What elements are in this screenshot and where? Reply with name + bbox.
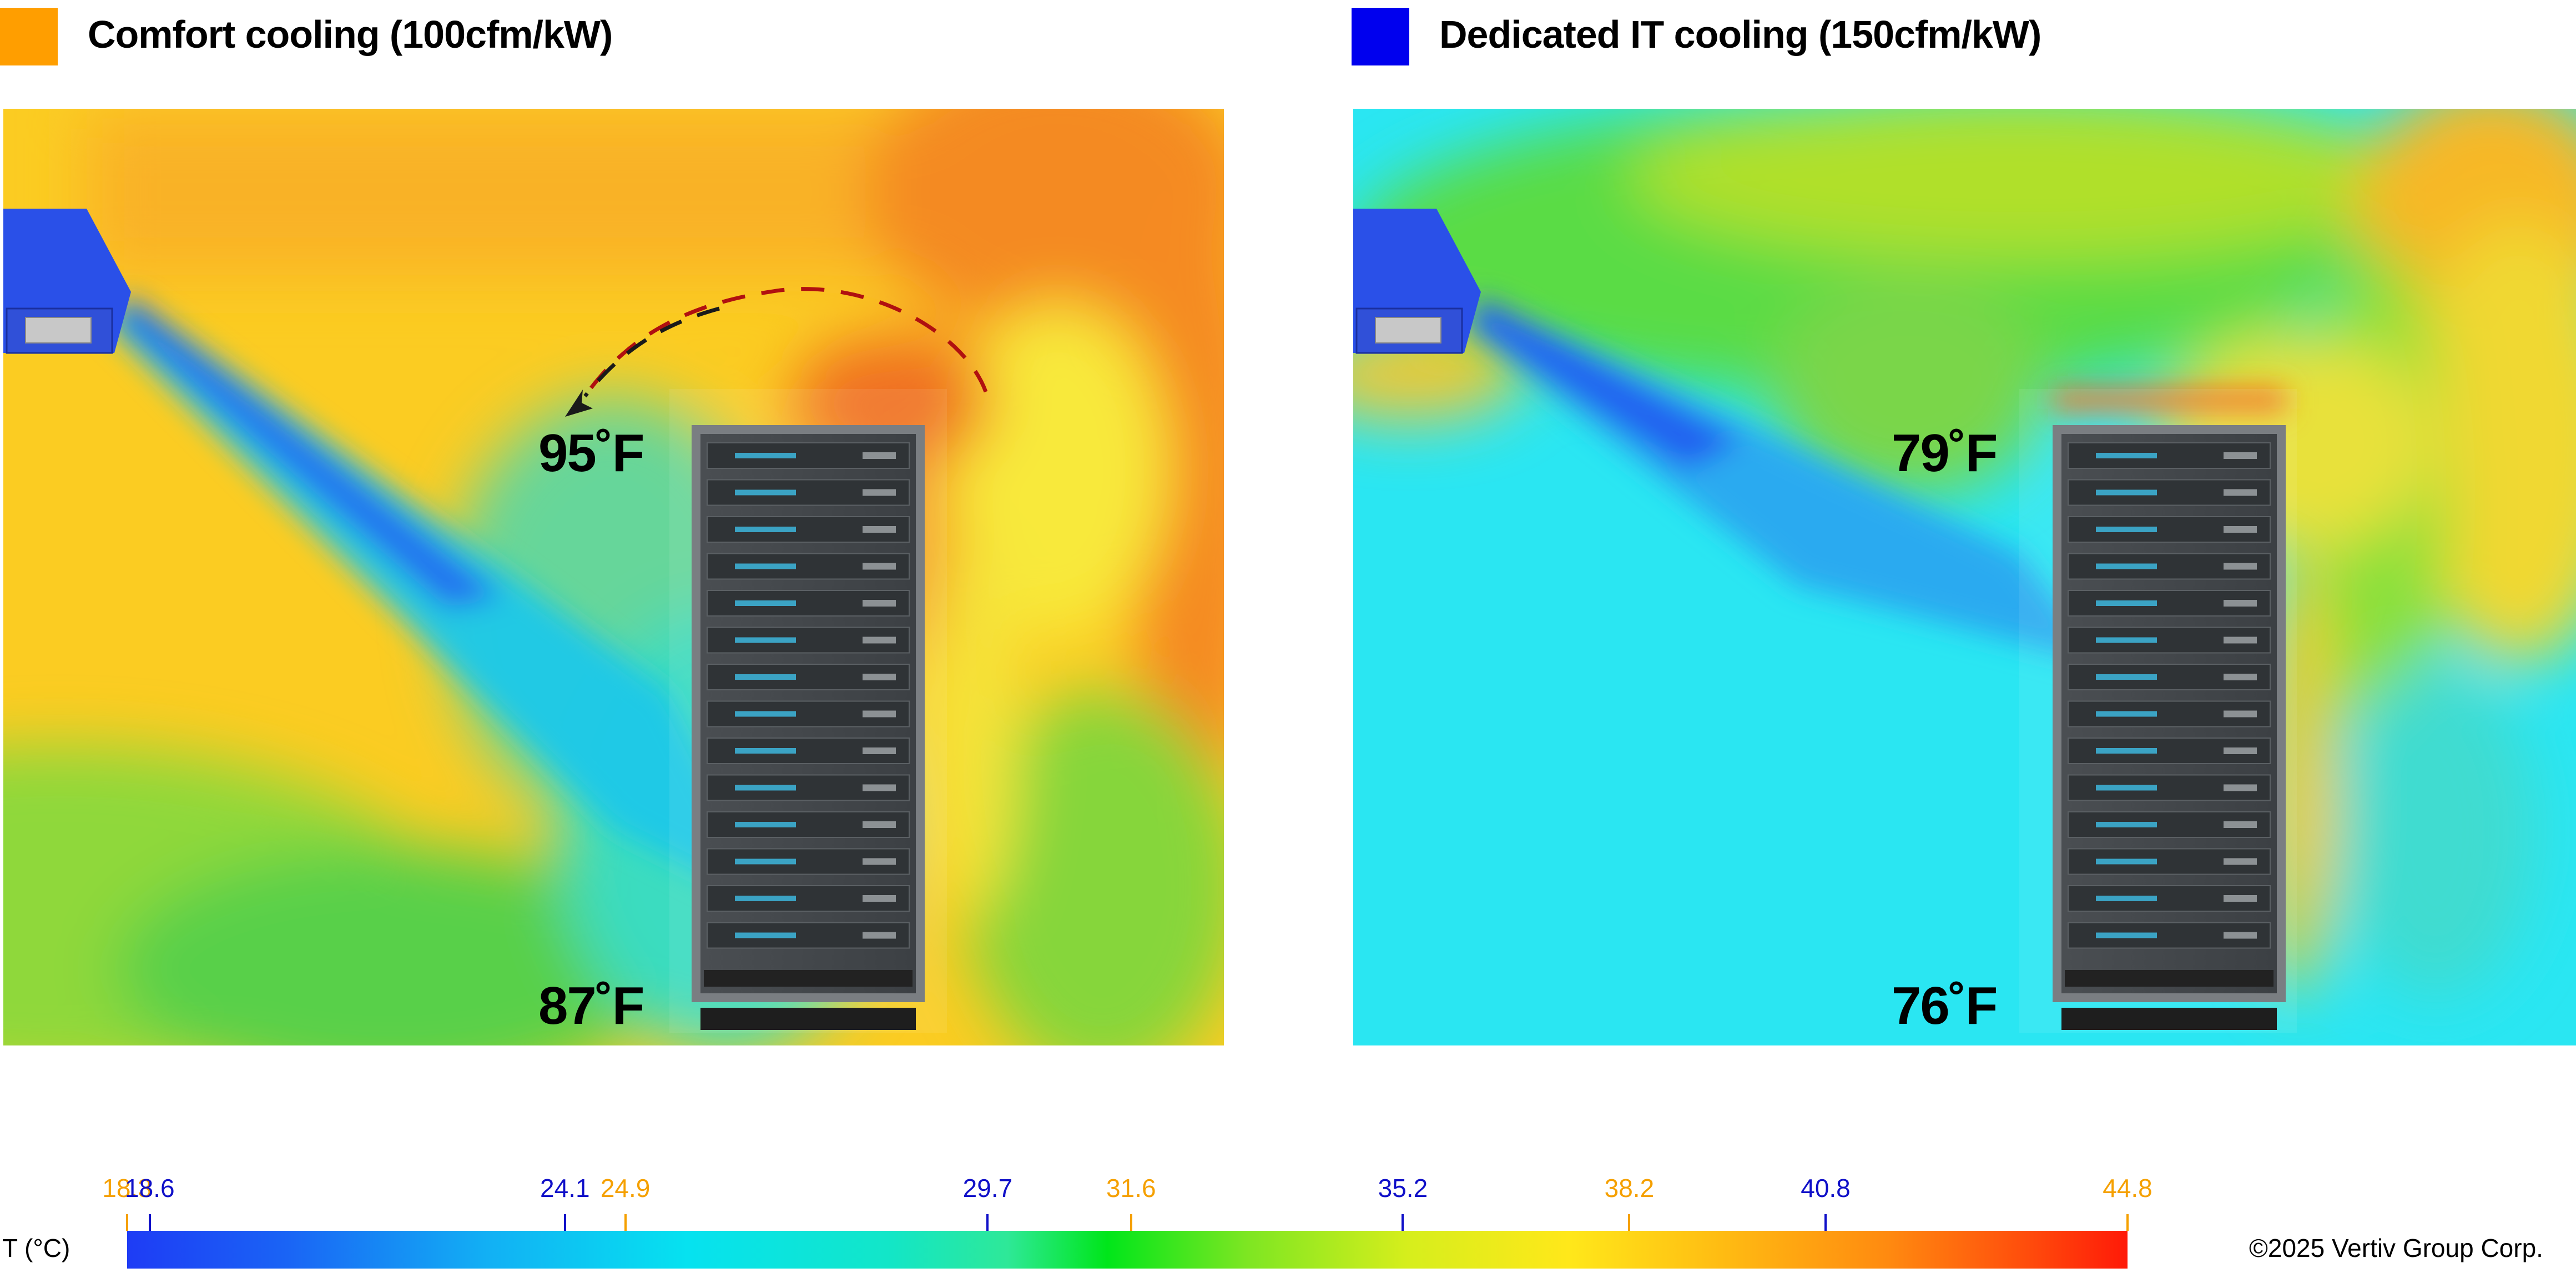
server-rack (2019, 389, 2297, 1033)
dedicated-it-cooling-title: Dedicated IT cooling (150cfm/kW) (1439, 13, 2041, 56)
colorbar-tick-mark (1824, 1214, 1827, 1231)
colorbar-tick-label: 24.9 (600, 1174, 651, 1203)
server-unit-vent (2224, 636, 2257, 644)
server-unit-indicator (2096, 748, 2157, 754)
comfort-cooling-swatch (0, 8, 58, 65)
colorbar-tick-mark (986, 1214, 989, 1231)
colorbar-tick-mark (624, 1214, 627, 1231)
server-unit-vent (2224, 821, 2257, 828)
colorbar-tick-label: 31.6 (1106, 1174, 1156, 1203)
server-unit-vent (863, 489, 896, 496)
server-unit-indicator (735, 896, 796, 901)
recirculation-arrow (565, 287, 988, 417)
dedicated-it-cooling-swatch (1352, 8, 1409, 65)
cooling-unit (3, 209, 131, 354)
server-unit-vent (2224, 600, 2257, 607)
server-unit-vent (2224, 784, 2257, 791)
server-unit-vent (2224, 674, 2257, 680)
server-unit-indicator (2096, 711, 2157, 717)
colorbar-tick-mark (1130, 1214, 1132, 1231)
server-unit-indicator (2096, 489, 2157, 496)
server-unit-vent (863, 452, 896, 459)
copyright-notice: ©2025 Vertiv Group Corp. (2249, 1234, 2543, 1262)
colorbar-tick-label: 24.1 (540, 1174, 590, 1203)
colorbar-tick-label: 35.2 (1378, 1174, 1428, 1203)
server-unit-vent (2224, 858, 2257, 865)
server-unit-indicator (735, 527, 796, 532)
server-unit-vent (863, 563, 896, 570)
server-unit-vent (863, 710, 896, 718)
server-unit-vent (2224, 526, 2257, 533)
cooling-unit (1353, 209, 1481, 354)
colorbar-tick-mark (2126, 1214, 2129, 1231)
dedicated-bottom-temp-label: 76˚F (1892, 976, 1998, 1035)
server-unit-vent (863, 858, 896, 865)
colorbar-tick-mark (563, 1214, 566, 1231)
colorbar-tick-label: 29.7 (962, 1174, 1013, 1203)
server-unit-indicator (2096, 785, 2157, 791)
server-unit-vent (2224, 710, 2257, 718)
server-unit-indicator (2096, 600, 2157, 606)
temperature-colorbar (127, 1231, 2128, 1269)
server-unit-indicator (735, 785, 796, 791)
server-unit-vent (863, 526, 896, 533)
server-unit-vent (2224, 489, 2257, 496)
server-unit-vent (2224, 452, 2257, 459)
colorbar-tick-label: 18.3 (102, 1174, 152, 1203)
server-unit-indicator (735, 711, 796, 717)
server-unit-vent (2224, 895, 2257, 902)
server-unit-vent (863, 600, 896, 607)
server-unit-indicator (735, 600, 796, 606)
server-unit-indicator (2096, 453, 2157, 458)
colorbar-tick-mark (126, 1214, 128, 1231)
colorbar-tick-label: 38.2 (1604, 1174, 1655, 1203)
colorbar-tick-mark (1628, 1214, 1631, 1231)
comfort-cooling-title: Comfort cooling (100cfm/kW) (88, 13, 613, 56)
server-unit-indicator (735, 453, 796, 458)
dedicated-it-cooling-thermal-map (1353, 109, 2576, 1045)
server-unit-vent (863, 821, 896, 828)
server-unit-indicator (735, 932, 796, 938)
server-unit-vent (2224, 747, 2257, 754)
server-unit-vent (2224, 932, 2257, 939)
colorbar-tick-label: 18.6 (125, 1174, 175, 1203)
server-unit-indicator (735, 822, 796, 827)
server-unit-indicator (2096, 527, 2157, 532)
server-unit-indicator (735, 489, 796, 496)
server-unit-vent (2224, 563, 2257, 570)
server-unit-vent (863, 895, 896, 902)
server-unit-indicator (735, 563, 796, 569)
comfort-cooling-thermal-map (3, 109, 1224, 1045)
server-unit-indicator (2096, 563, 2157, 569)
server-unit-vent (863, 636, 896, 644)
colorbar-tick-label: 40.8 (1801, 1174, 1851, 1203)
comfort-top-temp-label: 95˚F (538, 423, 644, 483)
server-unit-indicator (2096, 674, 2157, 680)
colorbar-tick-label: 44.8 (2103, 1174, 2152, 1203)
server-unit-indicator (735, 674, 796, 680)
server-unit-vent (863, 932, 896, 939)
server-unit-indicator (2096, 932, 2157, 938)
server-rack (669, 389, 947, 1033)
server-unit-vent (863, 674, 896, 680)
colorbar-axis-label: T (°C) (2, 1234, 70, 1262)
server-unit-vent (863, 747, 896, 754)
server-unit-indicator (735, 748, 796, 754)
comfort-bottom-temp-label: 87˚F (538, 976, 644, 1035)
colorbar-tick-mark (148, 1214, 151, 1231)
server-unit-indicator (735, 637, 796, 643)
dedicated-top-temp-label: 79˚F (1892, 423, 1998, 483)
colorbar-tick-mark (1402, 1214, 1404, 1231)
server-unit-indicator (735, 858, 796, 865)
server-unit-indicator (2096, 896, 2157, 901)
server-unit-indicator (2096, 637, 2157, 643)
server-unit-vent (863, 784, 896, 791)
server-unit-indicator (2096, 858, 2157, 865)
server-unit-indicator (2096, 822, 2157, 827)
